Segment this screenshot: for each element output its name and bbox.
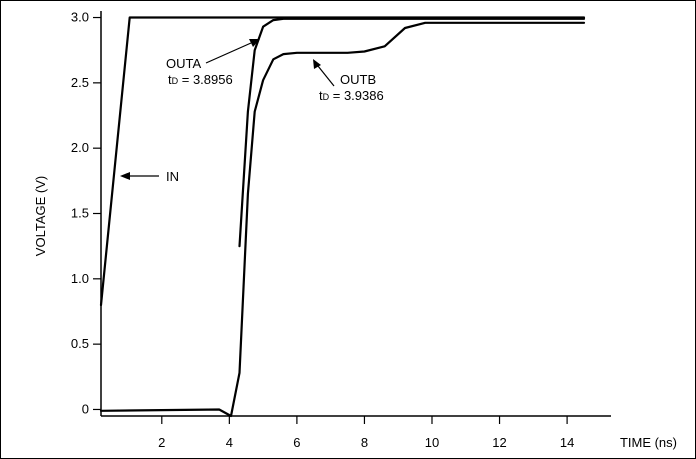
- y-ticks: 0 0.5 1.0 1.5 2.0 2.5 3.0: [71, 10, 101, 416]
- outa-td-sub: D: [172, 76, 179, 86]
- outa-label: OUTA: [166, 56, 201, 71]
- series-line-in: [99, 16, 586, 307]
- in-label: IN: [166, 169, 179, 184]
- y-tick-label: 1.5: [71, 206, 89, 221]
- y-tick-label: 2.5: [71, 75, 89, 90]
- outa-td-prefix: t: [168, 72, 172, 87]
- y-tick-label: 2.0: [71, 140, 89, 155]
- y-tick-label: 3.0: [71, 10, 89, 25]
- outb-td-value: = 3.9386: [329, 88, 384, 103]
- outa-arrowhead: [249, 39, 260, 47]
- outb-label: OUTB: [340, 72, 376, 87]
- annotations: IN OUTA tD = 3.8956 OUTB tD = 3.9386: [120, 39, 384, 184]
- x-tick-label: 6: [293, 435, 300, 450]
- x-tick-label: 2: [158, 435, 165, 450]
- x-axis-title: TIME (ns): [620, 435, 677, 450]
- outa-arrow-line: [205, 42, 252, 64]
- outb-td: tD = 3.9386: [319, 88, 384, 103]
- y-tick-label: 1.0: [71, 271, 89, 286]
- y-axis-title: VOLTAGE (V): [33, 176, 48, 256]
- outb-td-sub: D: [323, 92, 330, 102]
- x-ticks: 2 4 6 8 10 12 14: [158, 416, 574, 450]
- x-tick-label: 14: [560, 435, 574, 450]
- outb-td-prefix: t: [319, 88, 323, 103]
- y-tick-label: 0: [82, 401, 89, 416]
- y-tick-label: 0.5: [71, 336, 89, 351]
- x-tick-label: 12: [492, 435, 506, 450]
- series-line-outb: [99, 21, 586, 418]
- series-layer: [99, 16, 586, 418]
- x-tick-label: 4: [226, 435, 233, 450]
- in-arrowhead: [120, 172, 130, 180]
- series-line-outa: [238, 17, 586, 248]
- outa-td-value: = 3.8956: [178, 72, 233, 87]
- outb-arrowhead: [313, 59, 321, 69]
- x-tick-label: 8: [361, 435, 368, 450]
- outb-arrow-line: [317, 65, 335, 87]
- x-tick-label: 10: [425, 435, 439, 450]
- outa-td: tD = 3.8956: [168, 72, 233, 87]
